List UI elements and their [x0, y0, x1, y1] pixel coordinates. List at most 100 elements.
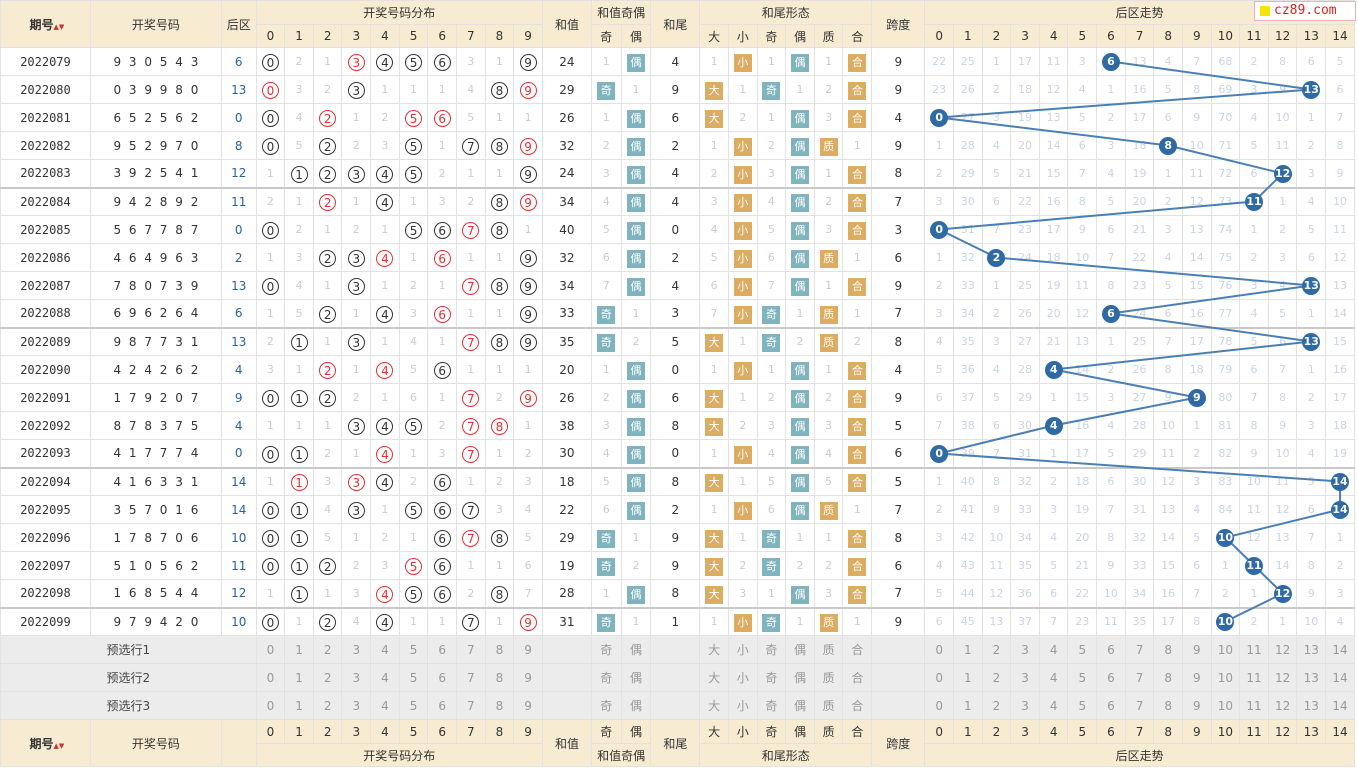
preselect-form[interactable]: 质 [813, 691, 844, 720]
preselect-trend[interactable]: 10 [1210, 691, 1241, 720]
preselect-digit[interactable]: 2 [312, 691, 343, 720]
preselect-trend[interactable]: 4 [1038, 691, 1069, 720]
preselect-trend[interactable]: 11 [1239, 663, 1269, 692]
preselect-trend[interactable]: 14 [1325, 691, 1355, 720]
preselect-odd[interactable]: 奇 [590, 635, 622, 664]
site-logo[interactable]: cz89.com [1254, 1, 1356, 21]
preselect-trend[interactable]: 3 [1010, 691, 1040, 720]
preselect-trend[interactable]: 13 [1296, 663, 1327, 692]
preselect-trend[interactable]: 3 [1010, 635, 1040, 664]
preselect-form[interactable]: 合 [842, 663, 873, 692]
preselect-trend[interactable]: 7 [1124, 691, 1155, 720]
preselect-trend[interactable]: 7 [1124, 635, 1155, 664]
preselect-trend[interactable]: 6 [1096, 691, 1126, 720]
preselect-trend[interactable]: 11 [1239, 691, 1269, 720]
preselect-digit[interactable]: 5 [398, 663, 429, 692]
preselect-digit[interactable]: 1 [284, 691, 314, 720]
preselect-form[interactable]: 小 [727, 663, 758, 692]
preselect-trend[interactable]: 9 [1181, 663, 1212, 692]
preselect-trend[interactable]: 0 [924, 663, 954, 692]
preselect-trend[interactable]: 1 [952, 691, 983, 720]
preselect-trend[interactable]: 0 [924, 691, 954, 720]
preselect-digit[interactable]: 6 [427, 663, 457, 692]
preselect-trend[interactable]: 5 [1067, 691, 1098, 720]
preselect-trend[interactable]: 5 [1067, 635, 1098, 664]
period-header[interactable]: 期号▲▼ [0, 0, 91, 48]
preselect-trend[interactable]: 1 [952, 635, 983, 664]
preselect-form[interactable]: 合 [842, 691, 873, 720]
period-header[interactable]: 期号▲▼ [0, 719, 91, 767]
preselect-digit[interactable]: 1 [284, 635, 314, 664]
preselect-trend[interactable]: 12 [1267, 663, 1298, 692]
preselect-trend[interactable]: 6 [1096, 635, 1126, 664]
preselect-digit[interactable]: 2 [312, 635, 343, 664]
preselect-digit[interactable]: 4 [370, 691, 400, 720]
sort-icon[interactable]: ▲▼ [53, 741, 65, 750]
preselect-trend[interactable]: 13 [1296, 691, 1327, 720]
preselect-digit[interactable]: 0 [255, 663, 286, 692]
preselect-digit[interactable]: 0 [255, 691, 286, 720]
preselect-digit[interactable]: 3 [341, 691, 372, 720]
preselect-trend[interactable]: 14 [1325, 635, 1355, 664]
preselect-form[interactable]: 奇 [756, 663, 787, 692]
preselect-odd[interactable]: 奇 [590, 691, 622, 720]
sort-icon[interactable]: ▲▼ [53, 22, 65, 31]
preselect-trend[interactable]: 2 [981, 635, 1012, 664]
preselect-digit[interactable]: 9 [513, 663, 543, 692]
preselect-trend[interactable]: 2 [981, 691, 1012, 720]
preselect-digit[interactable]: 0 [255, 635, 286, 664]
preselect-trend[interactable]: 8 [1153, 663, 1183, 692]
preselect-trend[interactable]: 8 [1153, 691, 1183, 720]
preselect-digit[interactable]: 5 [398, 635, 429, 664]
preselect-digit[interactable]: 9 [513, 635, 543, 664]
preselect-form[interactable]: 大 [699, 635, 729, 664]
preselect-trend[interactable]: 9 [1181, 691, 1212, 720]
preselect-odd[interactable]: 奇 [590, 663, 622, 692]
preselect-trend[interactable]: 14 [1325, 663, 1355, 692]
preselect-trend[interactable]: 10 [1210, 663, 1241, 692]
preselect-trend[interactable]: 8 [1153, 635, 1183, 664]
preselect-form[interactable]: 大 [699, 691, 729, 720]
preselect-form[interactable]: 质 [813, 663, 844, 692]
preselect-form[interactable]: 奇 [756, 691, 787, 720]
preselect-digit[interactable]: 2 [312, 663, 343, 692]
preselect-digit[interactable]: 8 [484, 691, 515, 720]
preselect-trend[interactable]: 11 [1239, 635, 1269, 664]
preselect-digit[interactable]: 7 [455, 691, 486, 720]
preselect-digit[interactable]: 6 [427, 635, 457, 664]
preselect-trend[interactable]: 12 [1267, 691, 1298, 720]
preselect-form[interactable]: 小 [727, 691, 758, 720]
preselect-trend[interactable]: 4 [1038, 663, 1069, 692]
preselect-digit[interactable]: 8 [484, 635, 515, 664]
preselect-form[interactable]: 奇 [756, 635, 787, 664]
preselect-digit[interactable]: 5 [398, 691, 429, 720]
preselect-digit[interactable]: 9 [513, 691, 543, 720]
preselect-form[interactable]: 小 [727, 635, 758, 664]
preselect-form[interactable]: 偶 [785, 691, 815, 720]
preselect-digit[interactable]: 7 [455, 635, 486, 664]
preselect-trend[interactable]: 12 [1267, 635, 1298, 664]
preselect-trend[interactable]: 7 [1124, 663, 1155, 692]
preselect-form[interactable]: 合 [842, 635, 873, 664]
preselect-trend[interactable]: 2 [981, 663, 1012, 692]
preselect-digit[interactable]: 1 [284, 663, 314, 692]
preselect-digit[interactable]: 4 [370, 635, 400, 664]
preselect-trend[interactable]: 0 [924, 635, 954, 664]
preselect-digit[interactable]: 3 [341, 663, 372, 692]
preselect-trend[interactable]: 4 [1038, 635, 1069, 664]
preselect-even[interactable]: 偶 [620, 663, 652, 692]
preselect-trend[interactable]: 3 [1010, 663, 1040, 692]
preselect-trend[interactable]: 10 [1210, 635, 1241, 664]
preselect-digit[interactable]: 8 [484, 663, 515, 692]
preselect-trend[interactable]: 6 [1096, 663, 1126, 692]
preselect-trend[interactable]: 9 [1181, 635, 1212, 664]
preselect-trend[interactable]: 13 [1296, 635, 1327, 664]
preselect-digit[interactable]: 4 [370, 663, 400, 692]
preselect-trend[interactable]: 5 [1067, 663, 1098, 692]
preselect-form[interactable]: 偶 [785, 635, 815, 664]
preselect-form[interactable]: 大 [699, 663, 729, 692]
preselect-trend[interactable]: 1 [952, 663, 983, 692]
preselect-even[interactable]: 偶 [620, 635, 652, 664]
preselect-even[interactable]: 偶 [620, 691, 652, 720]
preselect-form[interactable]: 偶 [785, 663, 815, 692]
